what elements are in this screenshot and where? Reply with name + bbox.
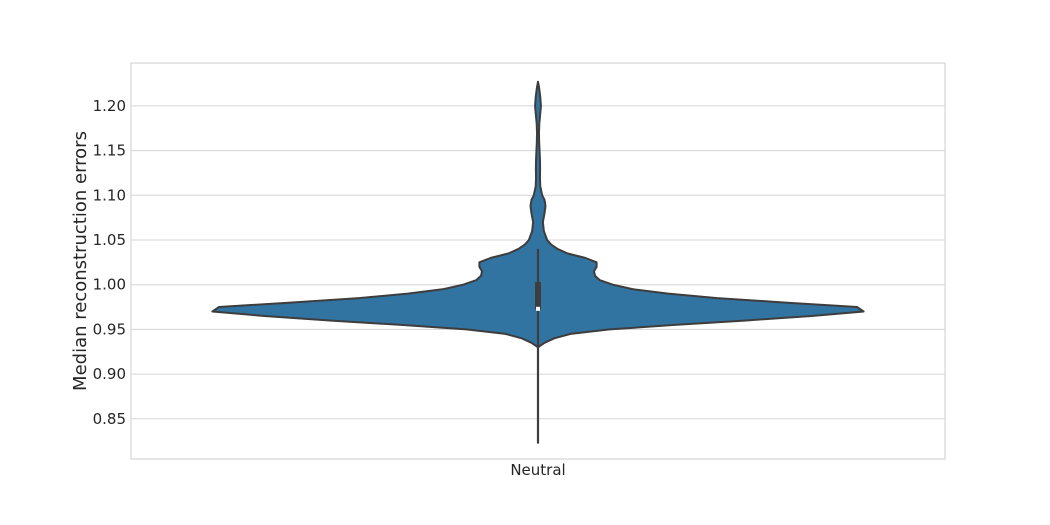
x-tick-label: Neutral xyxy=(510,461,565,479)
y-tick-label: 1.20 xyxy=(93,97,126,115)
y-tick-label: 1.00 xyxy=(93,276,126,294)
y-tick-label: 1.10 xyxy=(93,186,126,204)
violin-median-point xyxy=(536,306,540,311)
x-tick-labels: Neutral xyxy=(510,461,565,479)
violin-iqr-box xyxy=(535,282,541,310)
y-axis-label: Median reconstruction errors xyxy=(70,131,91,391)
y-tick-label: 0.90 xyxy=(93,365,126,383)
y-tick-label: 0.95 xyxy=(93,320,126,338)
y-tick-label: 1.15 xyxy=(93,142,126,160)
violin-series xyxy=(211,80,865,444)
y-tick-label: 0.85 xyxy=(93,410,126,428)
y-tick-label: 1.05 xyxy=(93,231,126,249)
y-tick-labels: 0.85 0.90 0.95 1.00 1.05 1.10 1.15 1.20 xyxy=(93,97,126,428)
